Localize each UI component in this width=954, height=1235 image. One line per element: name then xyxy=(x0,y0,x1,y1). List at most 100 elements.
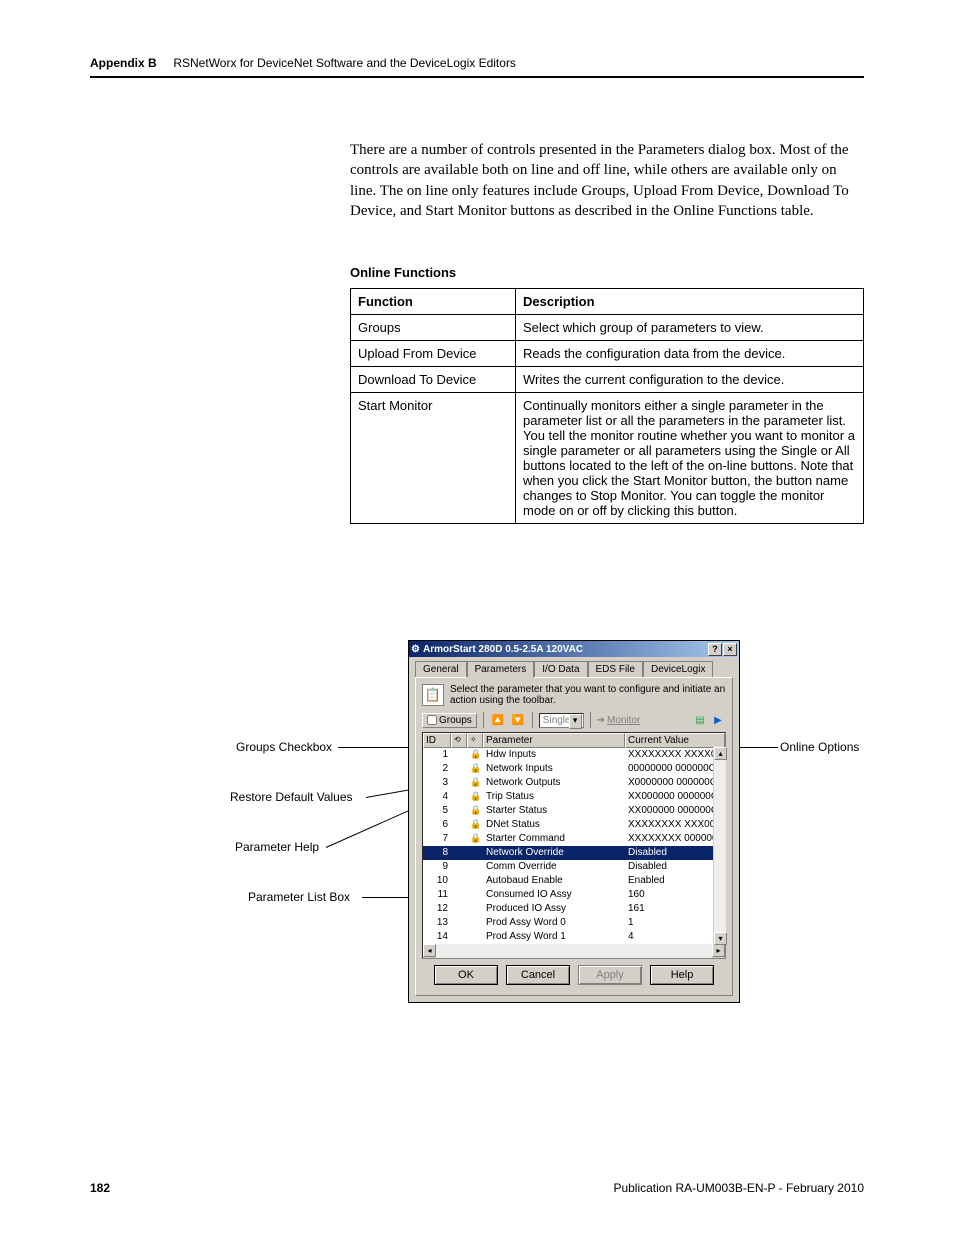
grid-row[interactable]: 11Consumed IO Assy160 xyxy=(423,888,725,902)
tabs-row: GeneralParametersI/O DataEDS FileDeviceL… xyxy=(409,657,739,677)
cell-blank xyxy=(451,790,467,804)
cell-id: 1 xyxy=(423,748,451,762)
grid-row[interactable]: 2🔒Network Inputs00000000 000000C xyxy=(423,762,725,776)
tab-panel: 📋 Select the parameter that you want to … xyxy=(415,677,733,996)
cell-blank xyxy=(451,860,467,874)
online-options-icon-1[interactable]: ▤ xyxy=(692,712,708,728)
dialog-titlebar[interactable]: ⚙ ArmorStart 280D 0.5-2.5A 120VAC ? × xyxy=(409,641,739,657)
cell-param-name: Consumed IO Assy xyxy=(483,888,625,902)
close-titlebar-button[interactable]: × xyxy=(723,643,737,656)
tab-eds-file[interactable]: EDS File xyxy=(588,661,643,677)
vertical-scrollbar[interactable]: ▴ ▾ xyxy=(713,747,726,945)
cell-function: Start Monitor xyxy=(351,393,516,524)
cell-current-value: Disabled xyxy=(625,846,725,860)
cell-blank xyxy=(451,916,467,930)
cell-param-name: Network Inputs xyxy=(483,762,625,776)
col-value[interactable]: Current Value xyxy=(625,733,725,748)
col-id[interactable]: ID xyxy=(423,733,451,748)
parameter-list-box[interactable]: ID ⟲ ✧ Parameter Current Value 1🔒Hdw Inp… xyxy=(422,732,726,959)
grid-row[interactable]: 9Comm OverrideDisabled xyxy=(423,860,725,874)
grid-row[interactable]: 13Prod Assy Word 01 xyxy=(423,916,725,930)
panel-icon: 📋 xyxy=(422,684,444,706)
cell-blank xyxy=(451,762,467,776)
page-header: Appendix B RSNetWorx for DeviceNet Softw… xyxy=(90,56,864,78)
scroll-right-icon[interactable]: ▸ xyxy=(712,944,725,957)
help-titlebar-button[interactable]: ? xyxy=(708,643,722,656)
cell-id: 6 xyxy=(423,818,451,832)
cell-param-name: DNet Status xyxy=(483,818,625,832)
online-options-icon-2[interactable]: ▶ xyxy=(710,712,726,728)
callout-line xyxy=(740,747,778,748)
cell-blank xyxy=(451,776,467,790)
monitor-button[interactable]: ➔ Monitor xyxy=(597,715,641,726)
parameters-dialog: ⚙ ArmorStart 280D 0.5-2.5A 120VAC ? × Ge… xyxy=(408,640,740,1003)
callout-listbox: Parameter List Box xyxy=(248,890,350,904)
cell-blank xyxy=(451,846,467,860)
tab-parameters[interactable]: Parameters xyxy=(467,661,535,678)
cell-function: Download To Device xyxy=(351,367,516,393)
cell-id: 11 xyxy=(423,888,451,902)
cell-blank xyxy=(451,818,467,832)
lock-icon: 🔒 xyxy=(467,748,483,762)
groups-checkbox-input[interactable] xyxy=(427,715,437,725)
cell-param-name: Network Outputs xyxy=(483,776,625,790)
cell-id: 14 xyxy=(423,930,451,944)
grid-row[interactable]: 3🔒Network OutputsX0000000 000000C xyxy=(423,776,725,790)
download-icon[interactable]: 🔽 xyxy=(510,712,526,728)
scroll-up-icon[interactable]: ▴ xyxy=(714,747,727,760)
lock-icon: 🔒 xyxy=(467,818,483,832)
cell-current-value: XXXXXXXX XXXX00C xyxy=(625,748,725,762)
grid-row[interactable]: 6🔒DNet StatusXXXXXXXX XXX000C xyxy=(423,818,725,832)
cell-param-name: Starter Status xyxy=(483,804,625,818)
cell-blank xyxy=(451,832,467,846)
horizontal-scrollbar[interactable]: ◂ ▸ xyxy=(423,944,725,958)
grid-row[interactable]: 1🔒Hdw InputsXXXXXXXX XXXX00C xyxy=(423,748,725,762)
col-restore-icon[interactable]: ⟲ xyxy=(451,733,467,748)
ok-button[interactable]: OK xyxy=(434,965,498,985)
cell-param-name: Network Override xyxy=(483,846,625,860)
cell-param-name: Prod Assy Word 1 xyxy=(483,930,625,944)
col-param[interactable]: Parameter xyxy=(483,733,625,748)
grid-row[interactable]: 7🔒Starter CommandXXXXXXXX 000000C xyxy=(423,832,725,846)
scroll-down-icon[interactable]: ▾ xyxy=(714,932,727,945)
lock-icon xyxy=(467,930,483,944)
callout-restore: Restore Default Values xyxy=(230,790,353,804)
help-button[interactable]: Help xyxy=(650,965,714,985)
grid-row[interactable]: 14Prod Assy Word 14 xyxy=(423,930,725,944)
tab-i-o-data[interactable]: I/O Data xyxy=(534,661,587,677)
scroll-track[interactable] xyxy=(436,944,712,958)
grid-row[interactable]: 4🔒Trip StatusXX000000 000000C xyxy=(423,790,725,804)
grid-row[interactable]: 12Produced IO Assy161 xyxy=(423,902,725,916)
grid-row[interactable]: 10Autobaud EnableEnabled xyxy=(423,874,725,888)
dialog-title: ArmorStart 280D 0.5-2.5A 120VAC xyxy=(423,644,583,655)
lock-icon xyxy=(467,916,483,930)
lock-icon: 🔒 xyxy=(467,804,483,818)
lock-icon: 🔒 xyxy=(467,832,483,846)
grid-row[interactable]: 8 Network OverrideDisabled xyxy=(423,846,725,860)
groups-checkbox[interactable]: Groups xyxy=(422,713,477,728)
toolbar-separator xyxy=(483,712,484,728)
cell-blank xyxy=(451,874,467,888)
callout-line xyxy=(362,897,410,898)
tab-devicelogix[interactable]: DeviceLogix xyxy=(643,661,713,677)
col-description: Description xyxy=(516,289,864,315)
table-row: GroupsSelect which group of parameters t… xyxy=(351,315,864,341)
cell-param-name: Autobaud Enable xyxy=(483,874,625,888)
col-help-icon[interactable]: ✧ xyxy=(467,733,483,748)
tab-general[interactable]: General xyxy=(415,661,467,677)
grid-row[interactable]: 5🔒Starter StatusXX000000 000000C xyxy=(423,804,725,818)
upload-icon[interactable]: 🔼 xyxy=(490,712,506,728)
cell-id: 5 xyxy=(423,804,451,818)
lock-icon xyxy=(467,888,483,902)
cancel-button[interactable]: Cancel xyxy=(506,965,570,985)
toolbar-separator xyxy=(532,712,533,728)
cell-id: 8 xyxy=(423,846,451,860)
cell-description: Continually monitors either a single par… xyxy=(516,393,864,524)
cell-blank xyxy=(451,888,467,902)
lock-icon xyxy=(467,846,483,860)
scroll-left-icon[interactable]: ◂ xyxy=(423,944,436,957)
single-all-combo[interactable]: Single xyxy=(539,713,584,728)
table-header-row: Function Description xyxy=(351,289,864,315)
cell-blank xyxy=(451,748,467,762)
apply-button[interactable]: Apply xyxy=(578,965,642,985)
